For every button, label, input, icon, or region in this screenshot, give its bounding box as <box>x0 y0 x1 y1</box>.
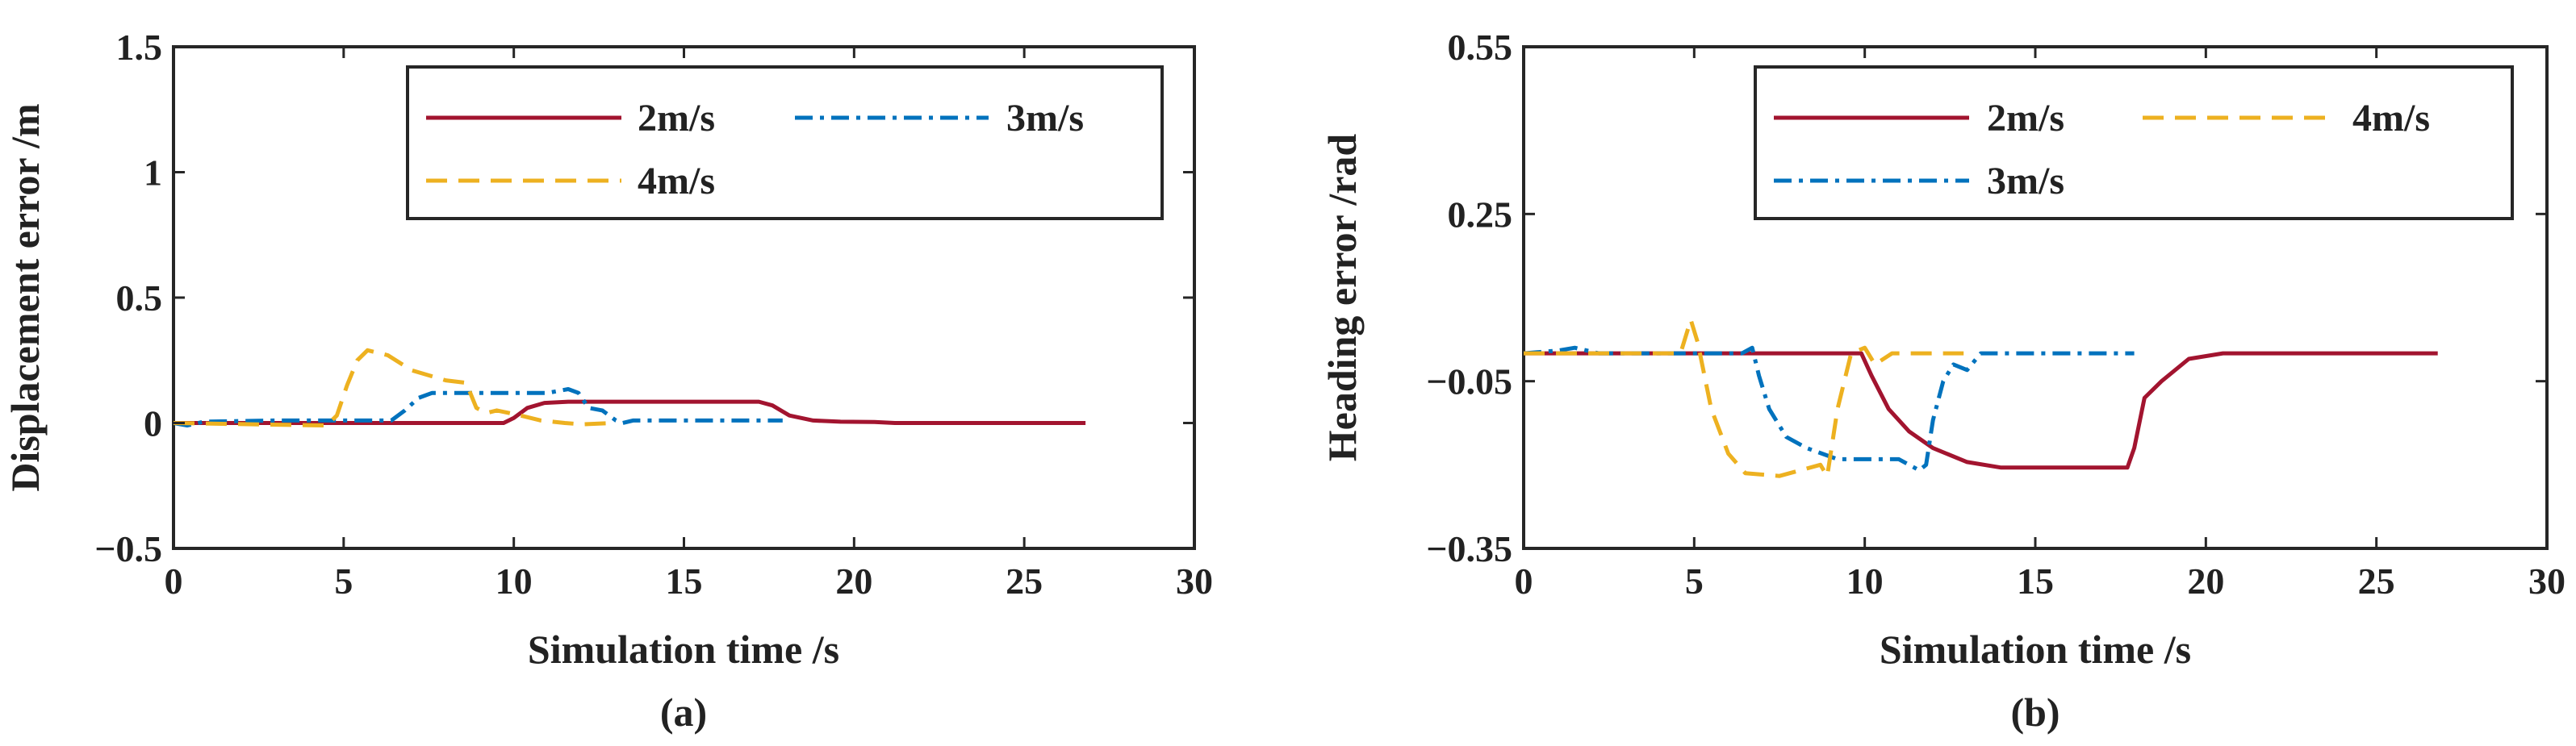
y-axis-label-b: Heading error /rad <box>1319 134 1365 462</box>
y-tick-label: 1 <box>144 152 162 194</box>
panel-label-a: (a) <box>660 690 707 735</box>
x-tick-label: 15 <box>666 561 703 602</box>
panel-a: 0 5 10 15 20 25 30−0.500.511.5 2m/s 3m/s 4m/s … <box>2 27 1213 735</box>
series-line-4ms-a <box>173 348 613 428</box>
x-tick-label: 5 <box>334 561 353 602</box>
series-line-2ms-a <box>174 399 1086 425</box>
x-tick-label: 30 <box>2528 561 2566 602</box>
x-tick-label: 10 <box>1846 561 1884 602</box>
x-tick-label: 5 <box>1685 561 1704 602</box>
y-tick-label: −0.35 <box>1426 528 1512 569</box>
y-axis-label-a: Displacement error /m <box>2 103 48 491</box>
y-tick-label: 0.55 <box>1448 27 1513 68</box>
series-line-4ms-b <box>1524 318 1964 478</box>
legend-box-a <box>406 65 1164 220</box>
x-tick-label: 10 <box>496 561 533 602</box>
y-tick-label: 0.5 <box>116 277 163 319</box>
legend-label-2ms-a: 2m/s <box>638 97 715 140</box>
ticks-b: 0 5 10 15 20 25 30 −0.35 −0.05 0.25 0.55 <box>1426 27 2566 602</box>
y-tick-label: −0.05 <box>1426 361 1512 402</box>
x-tick-label: 20 <box>2187 561 2224 602</box>
x-tick-label: 0 <box>1515 561 1533 602</box>
x-tick-label: 25 <box>1006 561 1043 602</box>
series-layer-a <box>173 348 1086 428</box>
x-tick-label: 20 <box>835 561 872 602</box>
panel-label-b: (b) <box>2010 690 2060 735</box>
x-tick-label: 15 <box>2017 561 2054 602</box>
legend-a: 2m/s 3m/s 4m/s <box>406 65 1164 220</box>
panel-b: 0 5 10 15 20 25 30 −0.35 −0.05 0.25 0.55 2m/s 4m/s… <box>1319 27 2566 735</box>
legend-label-3ms-b: 3m/s <box>1987 160 2064 202</box>
y-tick-label: 1.5 <box>116 27 163 68</box>
legend-label-3ms-a: 3m/s <box>1006 97 1084 140</box>
x-tick-label: 30 <box>1176 561 1213 602</box>
series-layer-b <box>1523 318 2438 478</box>
x-axis-label-b: Simulation time /s <box>1880 627 2191 672</box>
series-line-2ms-b <box>1524 351 2438 470</box>
legend-box-b <box>1754 65 2514 220</box>
legend-label-4ms-a: 4m/s <box>638 160 715 202</box>
legend-label-4ms-b: 4m/s <box>2352 97 2430 140</box>
y-tick-label: −0.5 <box>94 528 162 569</box>
y-tick-label: 0.25 <box>1448 194 1513 235</box>
legend-label-2ms-b: 2m/s <box>1987 97 2064 140</box>
ticks-a: 0 5 10 15 20 25 30−0.500.511.5 <box>94 27 1213 602</box>
x-tick-label: 0 <box>165 561 183 602</box>
y-tick-label: 0 <box>144 403 162 444</box>
legend-b: 2m/s 4m/s 3m/s <box>1754 65 2514 220</box>
x-tick-label: 25 <box>2358 561 2395 602</box>
x-axis-label-a: Simulation time /s <box>528 627 839 672</box>
